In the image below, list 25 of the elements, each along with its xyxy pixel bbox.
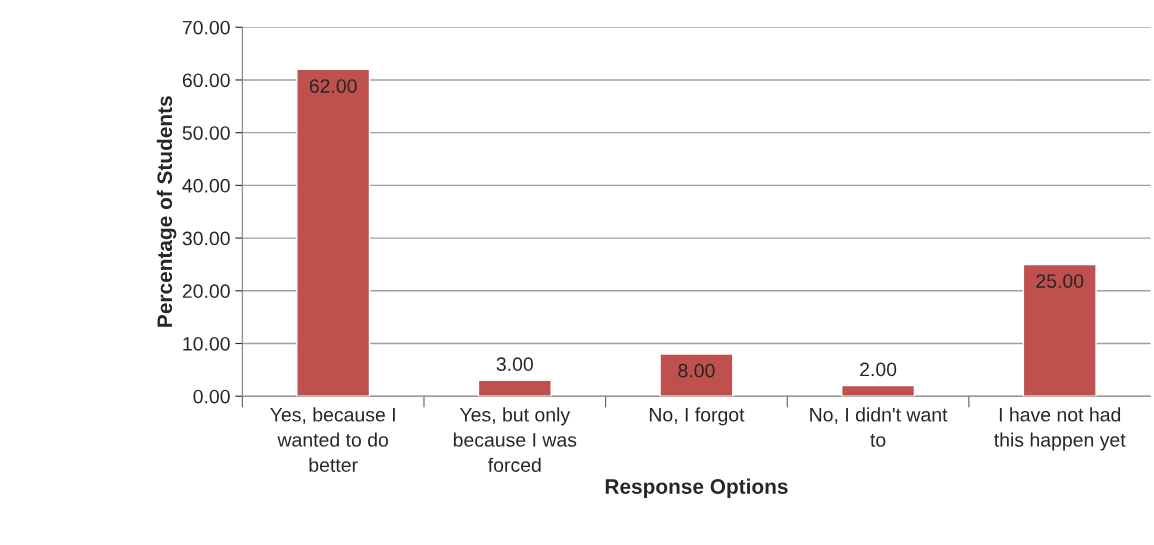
data-label: 8.00	[678, 363, 715, 378]
x-tick-label: Yes, because I wanted to do better	[270, 407, 395, 472]
y-tick-label: 40.00	[182, 178, 230, 193]
bar	[477, 379, 552, 397]
bar	[296, 68, 371, 397]
bar	[659, 353, 734, 397]
y-tick-label: 50.00	[182, 126, 230, 140]
x-tick-label: I have not had this happen yet	[994, 407, 1126, 451]
data-label: 3.00	[496, 357, 533, 372]
y-tick-label: 0.00	[193, 389, 230, 404]
x-tick-label: No, I didn't want to	[810, 407, 948, 447]
data-label: 25.00	[1036, 274, 1084, 288]
bar	[841, 384, 916, 397]
data-label: 62.00	[309, 79, 357, 93]
y-tick-label: 20.00	[182, 284, 230, 299]
y-tick-label: 70.00	[182, 20, 230, 35]
y-tick-label: 10.00	[183, 336, 230, 351]
y-axis-title: Percentage of Students	[156, 96, 177, 327]
x-tick-label: Yes, but only because I was forced	[453, 407, 577, 472]
data-label: 2.00	[860, 362, 897, 377]
x-axis-title: Response Options	[605, 478, 788, 498]
y-tick-label: 60.00	[182, 73, 230, 88]
x-tick-label: No, I forgot	[649, 407, 745, 426]
bar	[1022, 263, 1097, 397]
y-tick-label: 30.00	[182, 231, 230, 246]
